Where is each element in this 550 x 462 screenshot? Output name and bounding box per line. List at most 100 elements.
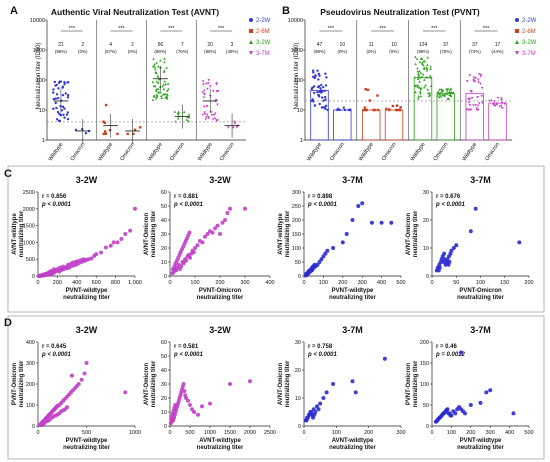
scatter-point — [195, 243, 200, 248]
data-point — [313, 104, 317, 107]
legend-marker — [249, 40, 253, 44]
scatter-point — [213, 226, 217, 231]
x-tick-label: 0 — [36, 430, 39, 436]
x-category-label: Wildtype — [410, 142, 427, 163]
data-point — [326, 108, 329, 112]
data-point — [58, 119, 61, 123]
x-tick-label: 400 — [505, 430, 514, 436]
data-point — [54, 97, 58, 100]
scatter-point — [228, 206, 232, 211]
sample-percent: (0%) — [389, 49, 399, 54]
scatter-point — [119, 237, 124, 242]
data-point — [103, 121, 106, 125]
scatter-point — [115, 240, 120, 245]
x-category-label: Wildtype — [358, 142, 375, 163]
scatter-point — [312, 262, 317, 267]
scatter-panel-c3: 3-7M 0 100 200 300 400 500 0 50 100 150 200 250 300 PV… — [278, 175, 406, 301]
data-point — [203, 113, 207, 116]
data-point — [316, 85, 320, 89]
data-point — [399, 106, 402, 109]
x-axis-label: neutralizing titer — [63, 445, 110, 451]
data-point — [211, 90, 215, 93]
sample-count: 56 — [158, 42, 164, 48]
data-point — [116, 132, 119, 136]
y-tick-label: 60 — [161, 190, 167, 196]
significance-label: *** — [328, 26, 335, 32]
x-category-label: Omicron — [329, 142, 346, 162]
data-point — [104, 132, 108, 136]
data-point — [376, 108, 380, 112]
scatter-point — [318, 401, 323, 406]
sample-percent: (88%) — [204, 49, 217, 54]
x-tick-label: 1000 — [129, 430, 141, 436]
scatter-point — [94, 252, 99, 257]
scatter-point — [228, 382, 232, 386]
data-point — [160, 96, 163, 99]
y-tick-label: 50 — [295, 260, 301, 266]
scatter-point — [191, 250, 196, 255]
data-point — [318, 74, 321, 77]
data-point — [52, 88, 55, 91]
data-point — [211, 118, 215, 121]
y-tick-label: 0 — [32, 274, 35, 280]
scatter-point — [344, 232, 349, 236]
scatter-point — [248, 379, 252, 384]
scatter-point — [243, 206, 247, 211]
y-tick-label: 30 — [161, 232, 167, 238]
scatter-point — [437, 265, 442, 270]
significance-label: *** — [118, 26, 125, 32]
x-tick-label: 300 — [396, 430, 405, 436]
data-point — [153, 63, 156, 66]
sample-percent: (44%) — [492, 49, 505, 54]
scatter-panel-c1: 3-2W 0 200 400 600 800 1,000 0 500 1000 1500 2000 25… — [12, 175, 142, 301]
data-point — [493, 100, 496, 103]
data-point — [395, 108, 399, 112]
x-tick-label: 500 — [524, 430, 533, 436]
panel-b-ytick: 10000 — [288, 18, 303, 24]
data-point — [66, 96, 70, 99]
data-point — [363, 106, 367, 109]
scatter-point — [315, 262, 320, 267]
data-point — [316, 69, 319, 72]
data-point — [57, 96, 60, 100]
data-point — [467, 97, 470, 101]
data-point — [416, 70, 419, 73]
data-point — [216, 103, 219, 106]
data-point — [204, 118, 207, 121]
data-point — [320, 83, 323, 87]
scatter-panel-c2: 3-2W 0 100 200 300 400 0 10 20 30 40 50 60 PVNT-Omicr… — [144, 175, 275, 301]
scatter-point — [340, 240, 345, 245]
data-point — [428, 93, 432, 96]
scatter-point — [305, 415, 310, 420]
scatter-point — [133, 206, 137, 211]
data-point — [312, 85, 316, 88]
scatter-point — [369, 220, 374, 225]
data-point — [59, 104, 62, 108]
data-point — [336, 108, 339, 112]
panel-a-ytick: 100 — [36, 78, 45, 84]
data-point — [52, 107, 55, 111]
x-tick-label: 150 — [500, 280, 509, 286]
data-point — [424, 76, 428, 79]
x-category-label: Wildtype — [147, 142, 164, 163]
y-axis-label: AVNT-wildtype — [12, 213, 18, 255]
data-point — [422, 73, 425, 76]
data-point — [213, 117, 217, 120]
scatter-point — [190, 407, 194, 412]
x-tick-label: 400 — [377, 280, 386, 286]
data-point — [419, 87, 422, 91]
data-point — [324, 98, 327, 101]
sample-count: 37 — [472, 42, 478, 48]
data-point — [470, 97, 474, 100]
x-axis-label: neutralizing titer — [197, 445, 244, 451]
data-point — [479, 75, 482, 78]
data-point — [154, 97, 158, 100]
y-tick-label: 10 — [161, 410, 167, 416]
y-axis-label: PVNT-Omicron — [12, 362, 18, 405]
scatter-point — [484, 390, 489, 395]
data-point — [421, 61, 424, 64]
scatter-point — [325, 248, 330, 253]
x-tick-label: 400 — [265, 280, 274, 286]
scatter-point — [517, 240, 522, 245]
scatter-point — [321, 254, 326, 259]
